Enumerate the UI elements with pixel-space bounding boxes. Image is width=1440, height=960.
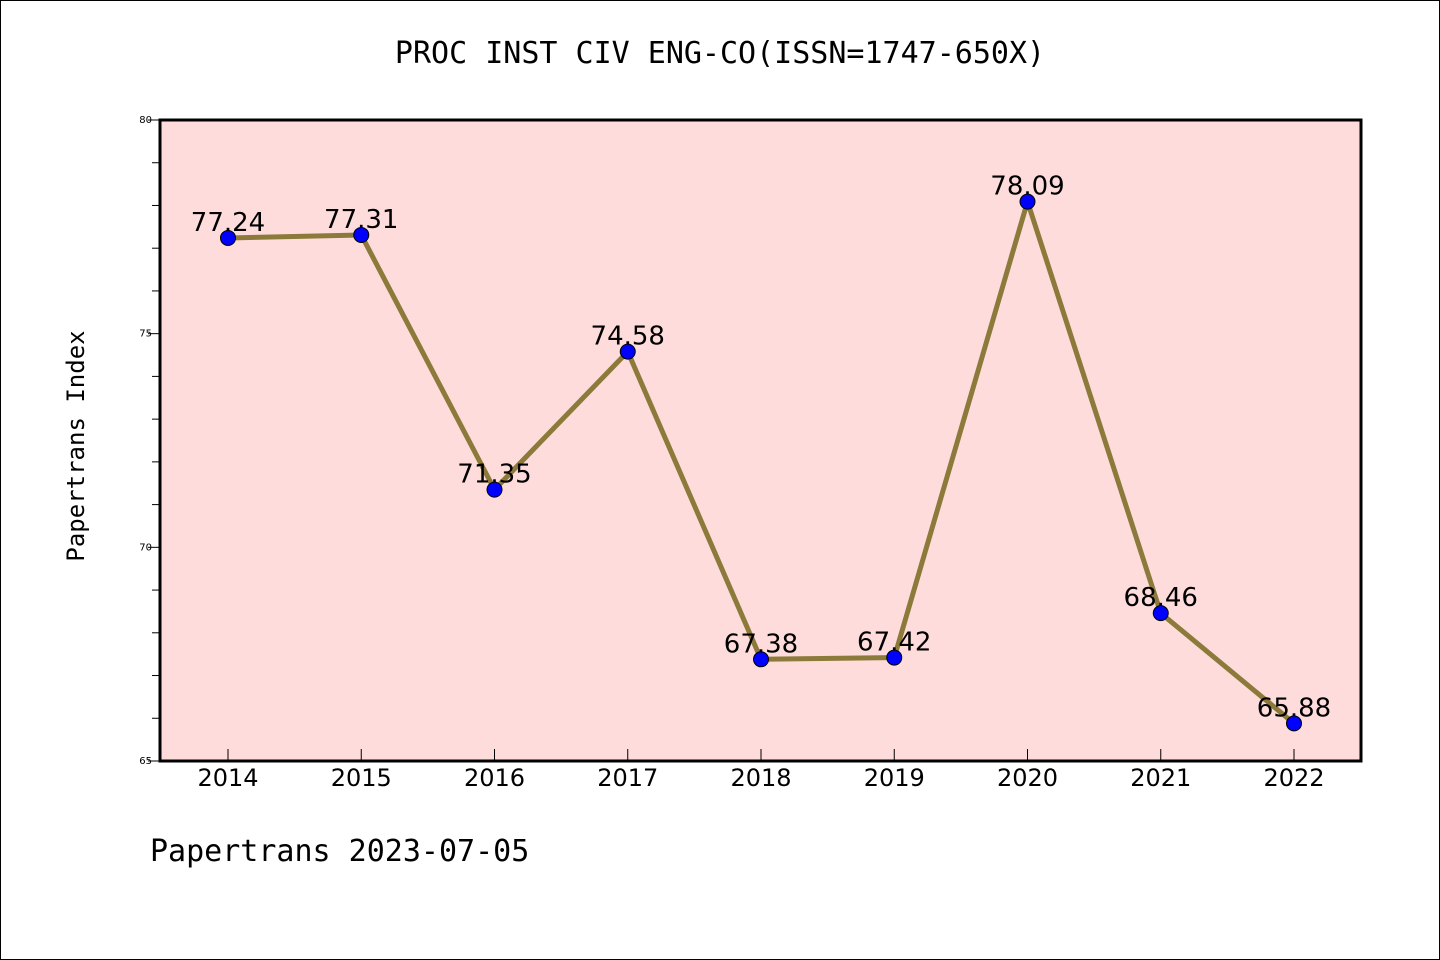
y-axis: 65 70 75 80 <box>139 115 160 767</box>
data-label: 77.24 <box>191 208 265 238</box>
data-label: 71.35 <box>457 460 531 490</box>
series-layer: 77.24 77.31 71.35 74.58 67.38 67.42 78.09 68.46… <box>191 172 1331 732</box>
data-label: 67.42 <box>857 628 931 658</box>
data-point <box>486 481 503 498</box>
data-label: 77.31 <box>324 205 398 235</box>
x-axis: 2014 2015 2016 2017 2018 2019 2020 2021 2022 <box>197 749 1325 792</box>
x-tick-label: 2020 <box>997 764 1058 792</box>
y-axis-title: Papertrans Index <box>62 330 90 561</box>
y-tick-label: 75 <box>139 329 152 340</box>
footer-text: Papertrans 2023-07-05 <box>150 834 530 869</box>
data-point <box>886 649 903 666</box>
x-tick-label: 2014 <box>197 764 258 792</box>
data-point <box>753 651 769 668</box>
y-tick-label: 80 <box>139 115 152 126</box>
y-tick-label: 65 <box>139 756 152 767</box>
data-point <box>1152 605 1169 622</box>
x-tick-label: 2015 <box>331 764 392 792</box>
data-label: 65.88 <box>1257 693 1331 723</box>
data-label: 74.58 <box>591 322 665 352</box>
data-point <box>353 226 370 243</box>
data-point <box>220 229 236 246</box>
data-label: 68.46 <box>1124 583 1198 613</box>
chart-title: PROC INST CIV ENG-CO(ISSN=1747-650X) <box>394 36 1046 71</box>
x-tick-label: 2016 <box>464 764 525 792</box>
x-tick-label: 2019 <box>864 764 925 792</box>
x-tick-label: 2017 <box>597 764 658 792</box>
x-tick-label: 2018 <box>730 764 791 792</box>
data-label: 78.09 <box>990 172 1064 202</box>
data-point <box>1286 715 1302 732</box>
data-point <box>1019 193 1036 210</box>
data-point <box>619 343 636 360</box>
x-tick-label: 2022 <box>1263 764 1324 792</box>
x-tick-label: 2021 <box>1130 764 1191 792</box>
data-label: 67.38 <box>724 629 798 659</box>
y-tick-label: 70 <box>139 542 152 553</box>
